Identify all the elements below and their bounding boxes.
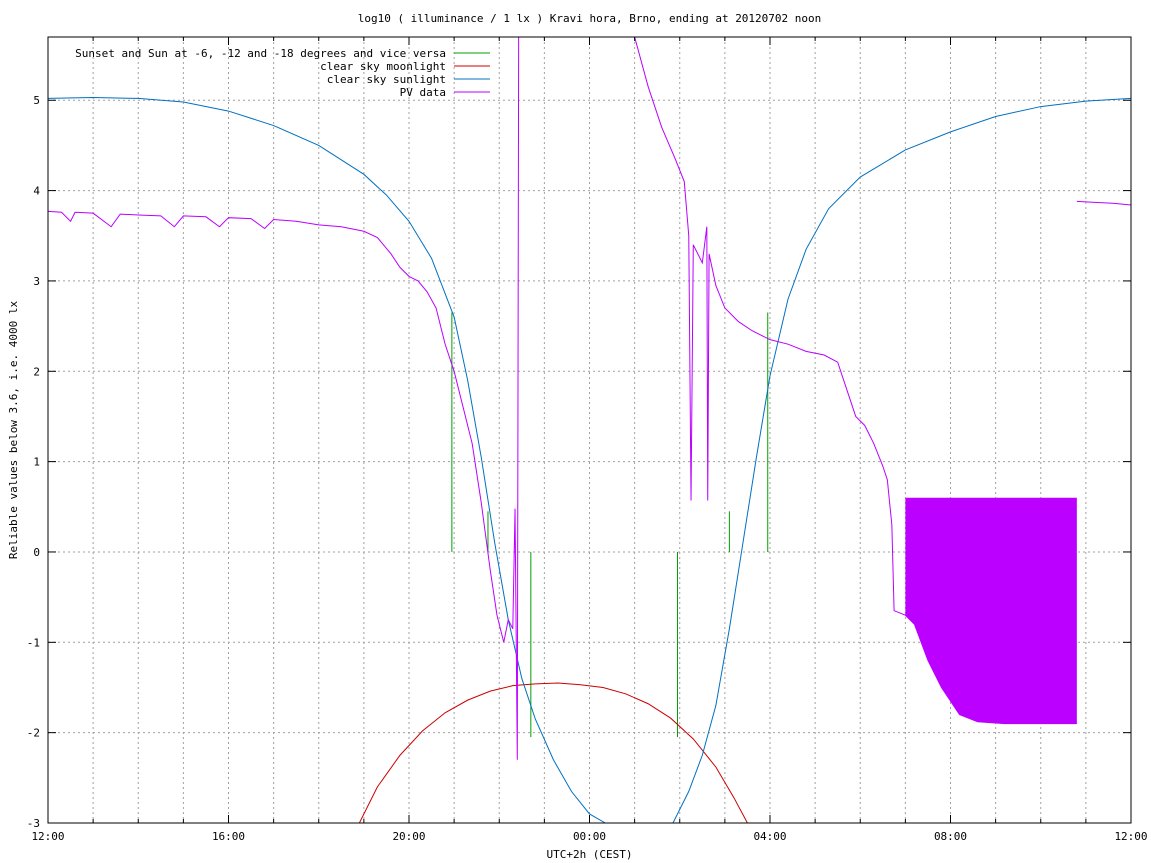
legend-label: PV data bbox=[400, 86, 446, 99]
series-clear-sky-moonlight-line bbox=[358, 682, 748, 823]
x-tick-label: 12:00 bbox=[31, 830, 64, 843]
legend: Sunset and Sun at -6, -12 and -18 degree… bbox=[75, 47, 490, 99]
y-tick-label: 0 bbox=[33, 546, 40, 559]
y-tick-label: -2 bbox=[27, 727, 40, 740]
series-pv-data-line bbox=[1076, 200, 1131, 206]
x-tick-label: 20:00 bbox=[392, 830, 425, 843]
legend-label: clear sky sunlight bbox=[327, 73, 446, 86]
y-tick-label: 3 bbox=[33, 275, 40, 288]
x-tick-label: 08:00 bbox=[934, 830, 967, 843]
x-tick-label: 04:00 bbox=[753, 830, 786, 843]
y-tick-label: -3 bbox=[27, 817, 40, 830]
axis-ticks: 12:00 16:00 20:00 00:00 04:00 08:00 12:00-3-2-… bbox=[27, 37, 1148, 843]
y-tick-label: 4 bbox=[33, 185, 40, 198]
y-tick-label: 1 bbox=[33, 456, 40, 469]
y-tick-label: 5 bbox=[33, 94, 40, 107]
chart-title: log10 ( illuminance / 1 lx ) Kravi hora,… bbox=[358, 12, 822, 25]
y-tick-label: -1 bbox=[27, 636, 40, 649]
series-pv-data-line bbox=[48, 37, 520, 760]
legend-label: Sunset and Sun at -6, -12 and -18 degree… bbox=[75, 47, 446, 60]
x-tick-label: 12:00 bbox=[1114, 830, 1147, 843]
series-clear-sky-sunlight-line bbox=[48, 97, 1131, 823]
y-axis-label: Reliable values below 3.6, i.e. 4000 lx bbox=[7, 300, 20, 559]
y-tick-label: 2 bbox=[33, 365, 40, 378]
series-pv-data-line bbox=[634, 37, 1077, 725]
series-clip-group bbox=[48, 37, 1131, 823]
x-tick-label: 16:00 bbox=[212, 830, 245, 843]
series-layer bbox=[48, 37, 1131, 823]
x-tick-label: 00:00 bbox=[573, 830, 606, 843]
x-axis-label: UTC+2h (CEST) bbox=[546, 848, 632, 861]
legend-label: clear sky moonlight bbox=[320, 60, 446, 73]
series-pv-data-noise-band bbox=[905, 497, 1077, 724]
